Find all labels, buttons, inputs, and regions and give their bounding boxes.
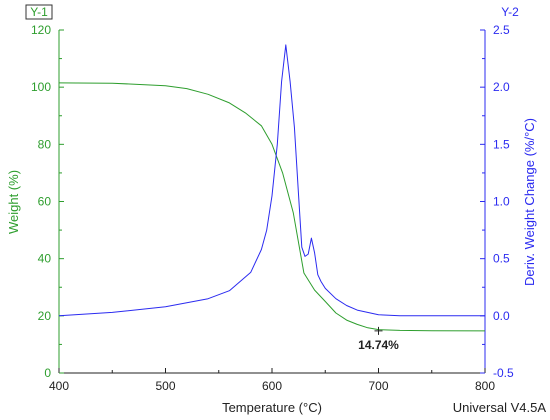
y2-tick-label: 2.5 <box>493 23 510 37</box>
y2-tick-label: 1.0 <box>493 195 510 209</box>
y2-tick-label: 0.5 <box>493 252 510 266</box>
y2-tick-label: -0.5 <box>493 366 514 380</box>
series-layer <box>58 44 486 332</box>
y1-tag: Y-1 <box>30 5 48 19</box>
deriv-weight-series-line <box>58 44 485 317</box>
x-tick-label: 500 <box>155 379 175 393</box>
y2-axis-label: Deriv. Weight Change (%/°C) <box>522 118 537 286</box>
y1-axis: 0 20 40 60 80 100 120 <box>31 23 64 380</box>
weight-series-line <box>58 82 486 332</box>
x-axis: 400 500 600 700 800 <box>49 368 495 393</box>
y1-tick-label: 80 <box>38 137 52 151</box>
annotation-label: 14.74% <box>358 338 399 352</box>
y2-tick-label: 1.5 <box>493 137 510 151</box>
y1-tick-label: 20 <box>38 309 52 323</box>
y1-tick-label: 60 <box>38 195 52 209</box>
y2-tag: Y-2 <box>501 5 519 19</box>
plot-frame <box>58 30 486 374</box>
y1-tick-label: 100 <box>31 80 51 94</box>
annotation-layer: 14.74% <box>358 326 399 352</box>
version-footer: Universal V4.5A <box>453 400 547 415</box>
y1-tick-label: 40 <box>38 252 52 266</box>
x-tick-label: 800 <box>475 379 495 393</box>
x-axis-label: Temperature (°C) <box>222 400 322 415</box>
y2-tick-label: 0.0 <box>493 309 510 323</box>
x-tick-label: 700 <box>368 379 388 393</box>
y1-axis-label: Weight (%) <box>6 170 21 234</box>
x-tick-label: 400 <box>49 379 69 393</box>
y1-tick-label: 0 <box>44 366 51 380</box>
y1-tag-box <box>25 4 53 20</box>
y2-axis: -0.5 0.0 0.5 1.0 1.5 2.0 2.5 <box>480 23 514 380</box>
y2-tick-label: 2.0 <box>493 80 510 94</box>
y1-tick-label: 120 <box>31 23 51 37</box>
x-tick-label: 600 <box>262 379 282 393</box>
